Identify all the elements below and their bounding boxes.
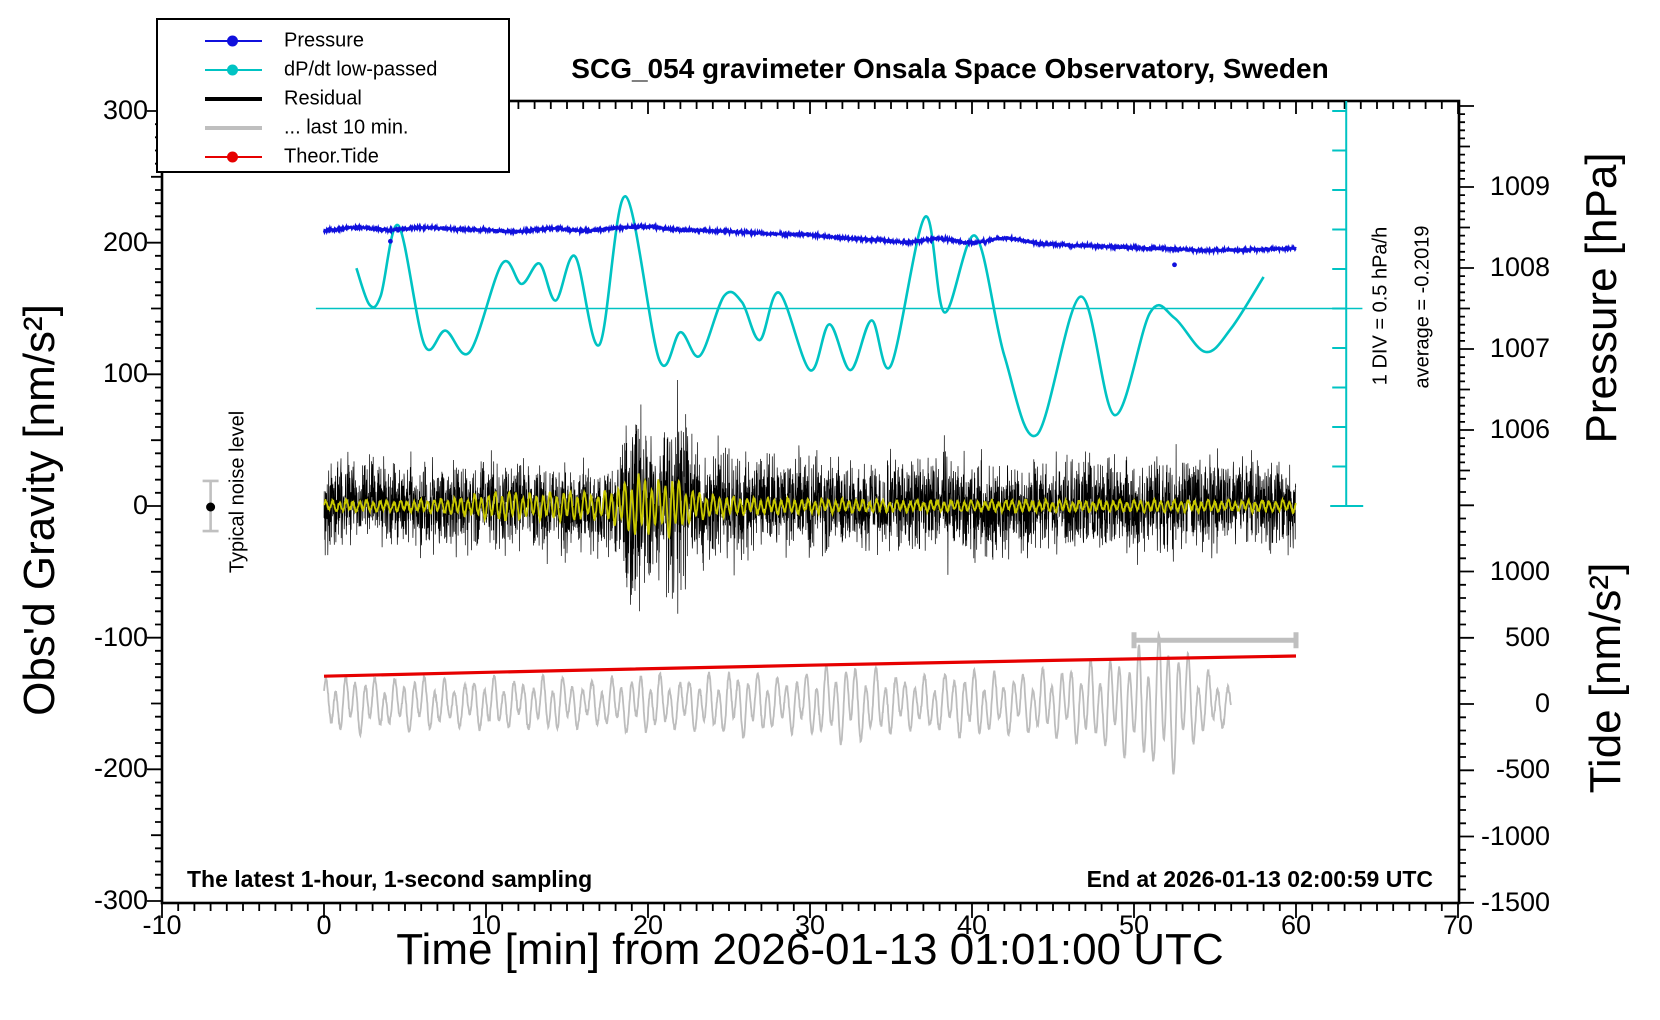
time-tick-label: 70 xyxy=(1442,910,1474,940)
time-tick-label: 10 xyxy=(470,910,502,940)
tide-axis-title: Tide [nm/s²] xyxy=(1581,562,1630,794)
gravity-tick-label: 0 xyxy=(132,490,148,520)
pressure-axis-title: Pressure [hPa] xyxy=(1577,152,1626,444)
noise-level-annotation: Typical noise level xyxy=(226,410,249,574)
dpdt-curve xyxy=(355,194,1265,438)
gravity-tick-label: 200 xyxy=(102,226,148,257)
legend-marker-dot xyxy=(227,151,238,163)
last10min-trace xyxy=(323,630,1232,775)
tide-tick-label: 500 xyxy=(1504,621,1550,652)
legend-line-sample xyxy=(205,97,262,101)
end-time-note: End at 2026-01-13 02:00:59 UTC xyxy=(1086,866,1433,892)
legend-item: Theor.Tide xyxy=(158,142,508,172)
legend-item: ... last 10 min. xyxy=(158,113,508,143)
time-tick-label: 0 xyxy=(316,910,332,940)
time-tick-label: 20 xyxy=(632,910,664,940)
tide-tick-label: -1500 xyxy=(1480,886,1550,917)
time-axis-title: Time [min] from 2026-01-13 01:01:00 UTC xyxy=(396,925,1224,974)
time-tick-label: 40 xyxy=(956,910,988,940)
gravity-tick-label: -100 xyxy=(93,621,148,652)
gravity-tick-label: 300 xyxy=(102,94,148,125)
dpdt-scalebar xyxy=(1330,101,1364,507)
last10min-bracket xyxy=(1131,632,1299,649)
gravity-tick-label: -300 xyxy=(93,885,148,915)
legend-item-label: Theor.Tide xyxy=(284,145,379,168)
residual-trace xyxy=(323,379,1297,614)
time-tick-label: -10 xyxy=(142,910,182,940)
tide-tick-label: -500 xyxy=(1495,754,1550,785)
time-tick-label: 30 xyxy=(794,910,826,940)
sampling-note: The latest 1-hour, 1-second sampling xyxy=(187,866,593,892)
legend-item-label: Residual xyxy=(284,87,362,110)
average-annotation: average = -0.2019 xyxy=(1411,225,1434,389)
legend-item: Pressure xyxy=(158,26,508,56)
chart-title: SCG_054 gravimeter Onsala Space Observat… xyxy=(571,53,1329,84)
pressure-outlier-dot xyxy=(1172,262,1177,268)
time-tick-label: 50 xyxy=(1118,910,1150,940)
legend-item-label: dP/dt low-passed xyxy=(284,58,438,81)
time-tick-label: 60 xyxy=(1280,910,1312,940)
tide-tick-label: 0 xyxy=(1534,688,1550,718)
pressure-tick-label: 1006 xyxy=(1489,414,1550,444)
gravity-tick-label: -200 xyxy=(93,753,148,784)
legend-line-sample xyxy=(205,126,262,130)
legend-marker-dot xyxy=(227,35,238,47)
pressure-trace xyxy=(322,221,1297,257)
residual-lowpassed-trace xyxy=(323,473,1297,541)
legend-item: Residual xyxy=(158,84,508,114)
legend-item: dP/dt low-passed xyxy=(158,55,508,85)
tide-tick-label: 1000 xyxy=(1489,555,1550,586)
legend-item-label: ... last 10 min. xyxy=(284,116,409,139)
legend: Pressure dP/dt low-passed Residual ... last… xyxy=(156,18,510,173)
legend-item-label: Pressure xyxy=(284,29,365,52)
pressure-tick-label: 1007 xyxy=(1489,333,1550,363)
pressure-outlier-dot xyxy=(388,238,393,244)
legend-marker-dot xyxy=(227,64,238,76)
tide-tick-label: -1000 xyxy=(1480,820,1550,851)
div-scale-annotation: 1 DIV = 0.5 hPa/h xyxy=(1369,226,1392,386)
noise-level-dot xyxy=(206,502,216,512)
gravity-tick-label: 100 xyxy=(102,358,148,389)
pressure-tick-label: 1009 xyxy=(1489,171,1550,201)
tide-trace xyxy=(323,654,1297,678)
pressure-tick-label: 1008 xyxy=(1489,252,1550,282)
